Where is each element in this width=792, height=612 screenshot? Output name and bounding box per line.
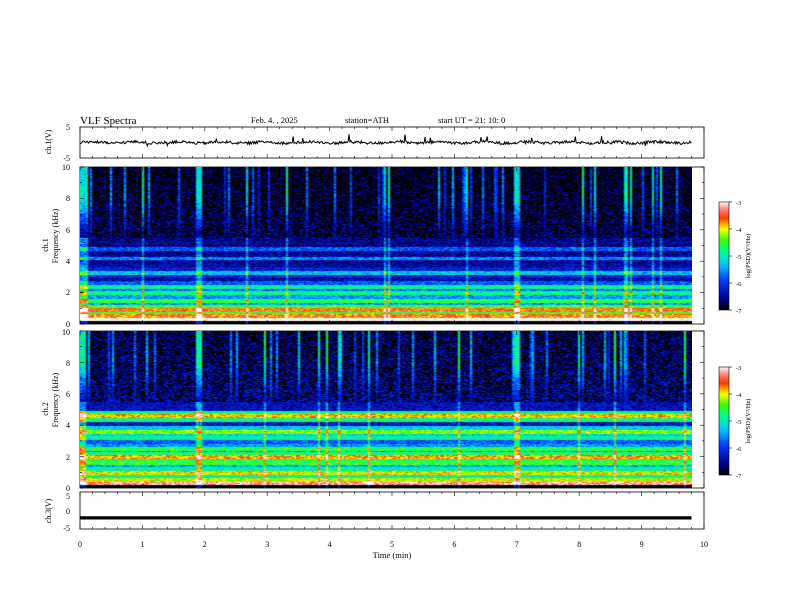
spec1-ytick-8: 8	[66, 194, 70, 203]
spec2-ytick-10: 10	[62, 328, 70, 337]
cb1-tick-m6: -6	[736, 281, 742, 288]
cb1-tick-m7: -7	[736, 308, 742, 315]
spec2-ytick-0: 0	[66, 484, 70, 493]
ch3-frame	[79, 491, 705, 530]
ch3-ytick-mid: 0	[66, 507, 70, 516]
ch1-ytick-bottom: -5	[63, 154, 70, 163]
x-tick-label: 7	[515, 540, 519, 549]
spec2-ytick-2: 2	[66, 453, 70, 462]
ch3-waveform-panel: 5 0 -5 ch.3(V)	[44, 491, 705, 533]
x-tick-label: 3	[265, 540, 269, 549]
figure-title: VLF Spectra	[80, 115, 137, 127]
cb1-tick-m4: -4	[736, 227, 742, 234]
x-tick-label: 9	[640, 540, 644, 549]
spec2-ytick-6: 6	[66, 390, 70, 399]
ch1-ylabel: ch.1(V)	[44, 129, 53, 154]
spec2-ylabel-freq: Frequency (kHz)	[51, 372, 60, 427]
x-tick-label: 1	[140, 540, 144, 549]
x-axis-ticks: 0 1 2 3 4 5 6 7 8 9 10	[78, 127, 708, 549]
spec1-ytick-2: 2	[66, 288, 70, 297]
cb2-tick-m6: -6	[736, 446, 742, 453]
ch1-spectrogram-panel: 0 2 4 6 8 10 ch.1 Frequency (kHz)	[41, 163, 705, 329]
ch3-ylabel: ch.3(V)	[44, 498, 53, 523]
spec2-ytick-4: 4	[66, 421, 70, 430]
x-tick-label: 6	[452, 540, 456, 549]
ch1-ytick-top: 5	[66, 123, 70, 132]
colorbar-1-gradient	[718, 201, 730, 311]
start-time-label: start UT = 21: 10: 0	[438, 115, 505, 125]
colorbar-2: -3 -4 -5 -6 -7 log(PSD)(V²/Hz)	[718, 365, 752, 480]
colorbar-2-gradient	[718, 366, 730, 476]
cb1-tick-m5: -5	[736, 254, 741, 261]
ch1-trace	[79, 134, 692, 148]
spec1-ytick-10: 10	[62, 163, 70, 172]
ch3-ytick-top: 5	[66, 492, 70, 501]
cb2-tick-m7: -7	[736, 473, 742, 480]
ch2-spectrogram-panel: 0 2 4 6 8 10 ch.2 Frequency (kHz)	[41, 328, 705, 493]
x-tick-label: 4	[328, 540, 332, 549]
cb1-tick-m3: -3	[736, 200, 741, 207]
x-tick-label: 2	[203, 540, 207, 549]
x-axis-label: Time (min)	[373, 550, 412, 560]
ch3-ytick-bottom: -5	[63, 524, 70, 533]
spec1-ytick-0: 0	[66, 320, 70, 329]
cb2-tick-m5: -5	[736, 419, 741, 426]
date-label: Feb. 4. , 2025	[251, 115, 298, 125]
ch2-spectrogram-image	[80, 331, 692, 488]
ch1-waveform-panel: 5 -5 ch.1(V)	[44, 123, 705, 163]
x-tick-label: 5	[390, 540, 394, 549]
x-tick-label: 8	[577, 540, 581, 549]
station-label: station=ATH	[345, 115, 389, 125]
cb1-label: log(PSD)(V²/Hz)	[745, 234, 752, 279]
colorbar-1: -3 -4 -5 -6 -7 log(PSD)(V²/Hz)	[718, 200, 752, 315]
spec1-ylabel-channel: ch.1	[41, 238, 50, 252]
cb2-tick-m4: -4	[736, 392, 742, 399]
spec1-ylabel-freq: Frequency (kHz)	[51, 208, 60, 263]
cb2-tick-m3: -3	[736, 365, 741, 372]
spec1-ytick-4: 4	[66, 257, 70, 266]
cb2-label: log(PSD)(V²/Hz)	[745, 399, 752, 444]
spec2-ylabel-channel: ch.2	[41, 402, 50, 416]
x-tick-label: 10	[700, 540, 708, 549]
spec1-ytick-6: 6	[66, 226, 70, 235]
spec2-ytick-8: 8	[66, 359, 70, 368]
ch1-spectrogram-image	[80, 167, 692, 324]
x-tick-label: 0	[78, 540, 82, 549]
